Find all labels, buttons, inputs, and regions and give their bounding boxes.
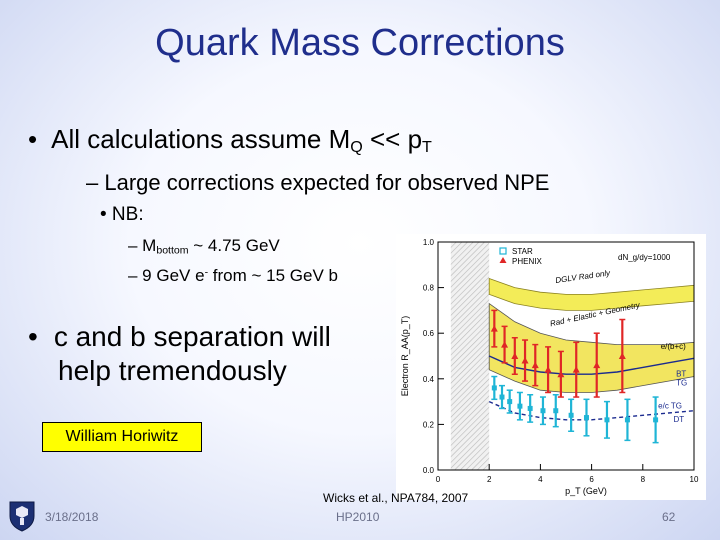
y-tick-label: 0.4 (423, 375, 435, 384)
phenix-point (540, 408, 546, 414)
band-dglv-rad-only (488, 277, 695, 311)
b2-line1: c and b separation will (53, 321, 331, 352)
s4-text-post: from ~ 15 GeV b (208, 266, 339, 285)
phenix-point (507, 399, 513, 405)
s3-sub: bottom (156, 244, 189, 257)
x-tick-label: 0 (436, 475, 441, 484)
b1-text-mid: << p (362, 124, 423, 154)
excluded-region (450, 242, 490, 470)
curve-label-bt: BT (676, 370, 686, 379)
footer-conference: HP2010 (336, 510, 380, 524)
phenix-point (583, 415, 589, 421)
b1-sub-q: Q (350, 138, 363, 157)
top-right-label: dN_g/dy=1000 (618, 253, 671, 262)
phenix-point (624, 417, 630, 423)
star-point (572, 366, 580, 373)
bullet-dot: • (28, 321, 38, 352)
subbullet-nb: • NB: (100, 204, 144, 225)
slide-title: Quark Mass Corrections (155, 22, 565, 64)
bullet-dot: • (28, 124, 38, 154)
line-e-c (488, 400, 695, 421)
band-label-dglv: DGLV Rad only (555, 268, 612, 285)
s3-text-pre: – M (128, 236, 157, 255)
phenix-point (491, 385, 497, 391)
subbullet-large-corrections: – Large corrections expected for observe… (86, 170, 550, 195)
b1-text-pre: All calculations assume M (51, 124, 351, 154)
footer-date: 3/18/2018 (45, 510, 99, 524)
star-point (531, 361, 539, 369)
y-tick-label: 0.2 (423, 420, 435, 429)
line-e-bc (488, 355, 695, 375)
subbullet-9gev: – 9 GeV e- from ~ 15 GeV b (128, 266, 338, 286)
x-tick-label: 10 (690, 475, 699, 484)
b1-sub-t: T (422, 138, 432, 157)
raa-plot-svg: 0 2 4 6 8 10 0.0 0.2 0.4 0.6 0.8 1.0 p_T (GeV) Electr… (400, 238, 699, 496)
curve-label-dt: DT (674, 415, 685, 424)
phenix-point (568, 412, 574, 418)
bullet-calculations: • All calculations assume MQ << pT (28, 124, 432, 157)
phenix-point (517, 403, 523, 409)
phenix-point (499, 394, 505, 400)
y-tick-label: 0.8 (423, 284, 435, 293)
phenix-point (527, 405, 533, 411)
s4-text-pre: – 9 GeV e (128, 266, 205, 285)
footer-page-number: 62 (662, 510, 676, 524)
x-tick-label: 4 (538, 475, 543, 484)
star-point (521, 357, 529, 364)
phenix-point (553, 408, 559, 414)
star-point (490, 325, 498, 332)
curve-label-e-c-tg: e/c TG (658, 401, 682, 410)
legend-star-label: STAR (512, 247, 533, 256)
citation: Wicks et al., NPA784, 2007 (323, 491, 469, 505)
university-shield-icon (8, 500, 36, 532)
star-point (511, 352, 519, 359)
phenix-point (604, 417, 610, 423)
legend-phenix-label: PHENIX (512, 257, 542, 266)
author-tag: William Horiwitz (42, 422, 202, 452)
s3-text-post: ~ 4.75 GeV (188, 236, 280, 255)
bullet-separation: • c and b separation will help tremendous… (28, 320, 331, 388)
legend-phenix-marker (499, 257, 507, 263)
x-tick-label: 6 (589, 475, 594, 484)
star-point (593, 361, 601, 369)
curve-label-tg: TG (676, 379, 687, 388)
curve-label-e-bc: e/(b+c) (661, 342, 686, 351)
raa-plot: 0 2 4 6 8 10 0.0 0.2 0.4 0.6 0.8 1.0 p_T (GeV) Electr… (396, 234, 706, 500)
y-tick-label: 1.0 (423, 238, 435, 247)
star-point (544, 366, 552, 373)
b2-line2: help tremendously (58, 355, 287, 386)
legend-star-marker (499, 247, 507, 255)
y-tick-label: 0.6 (423, 329, 435, 338)
x-tick-label: 8 (641, 475, 646, 484)
y-axis-label: Electron R_AA(p_T) (400, 316, 410, 397)
x-axis-label: p_T (GeV) (565, 486, 607, 496)
subbullet-mbottom: – Mbottom ~ 4.75 GeV (128, 236, 280, 257)
y-tick-label: 0.0 (423, 466, 435, 475)
s4-sup: - (204, 266, 209, 279)
star-point (501, 341, 509, 348)
x-tick-label: 2 (487, 475, 492, 484)
phenix-point (653, 417, 659, 423)
plot-frame (437, 241, 695, 471)
star-point (618, 352, 626, 359)
star-point (557, 370, 565, 378)
